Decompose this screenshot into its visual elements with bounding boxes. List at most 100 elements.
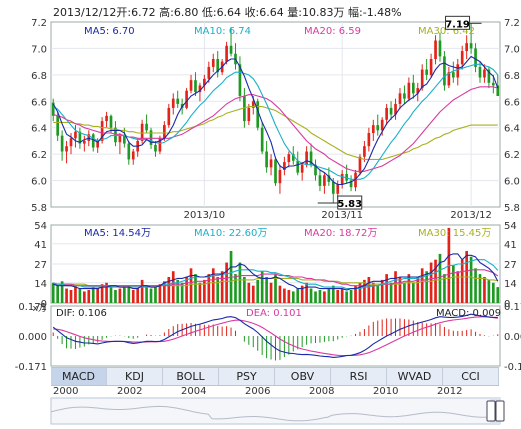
tab-cci[interactable]: CCI xyxy=(443,368,499,385)
range-navigator[interactable] xyxy=(50,397,505,425)
candle-body xyxy=(496,85,500,96)
range-handle-right[interactable] xyxy=(495,400,505,422)
candle-body xyxy=(211,59,215,67)
volume-bar xyxy=(305,282,308,303)
candle-body xyxy=(78,131,82,144)
volume-bar xyxy=(349,290,353,303)
volume-bar xyxy=(274,274,277,303)
volume-bar xyxy=(256,279,260,303)
candle-body xyxy=(87,134,91,141)
macd-y-tick-right: 0.000 xyxy=(504,332,521,343)
price-legend-ma30: MA30: 6.42 xyxy=(418,26,475,37)
candle-body xyxy=(185,90,188,108)
price-y-tick-left: 5.8 xyxy=(31,203,47,214)
candle-body xyxy=(123,135,126,144)
candle-body xyxy=(394,103,397,115)
volume-bar xyxy=(74,285,77,303)
candle-body xyxy=(96,140,100,148)
volume-bar xyxy=(460,259,464,303)
candle-body xyxy=(238,64,242,96)
range-handle-left[interactable] xyxy=(486,400,496,422)
low-value: 6.64 xyxy=(216,6,242,19)
volume-bar xyxy=(296,288,300,303)
candle-body xyxy=(203,78,206,86)
candle-body xyxy=(398,93,402,104)
volume-bar xyxy=(478,274,482,303)
volume-bar xyxy=(167,277,171,303)
candle-body xyxy=(318,175,322,186)
volume-bar xyxy=(394,271,397,303)
tab-kdj[interactable]: KDJ xyxy=(107,368,163,385)
candle-body xyxy=(323,175,326,186)
candle-body xyxy=(189,80,193,91)
candle-body xyxy=(176,98,180,104)
candle-body xyxy=(154,144,157,152)
candle-body xyxy=(367,133,371,147)
volume-bar xyxy=(269,282,273,303)
volume-bar xyxy=(451,265,455,303)
candle-body xyxy=(443,56,446,86)
candle-body xyxy=(278,170,282,184)
range-year-label: 2002 xyxy=(117,386,143,397)
candle-body xyxy=(314,164,317,176)
price-x-tick: 2013/10 xyxy=(184,210,226,221)
candle-body xyxy=(287,154,291,163)
volume-bar xyxy=(123,287,126,303)
price-ma5-line xyxy=(52,55,499,186)
volume-bar xyxy=(491,282,495,303)
candle-body xyxy=(291,154,295,161)
range-area xyxy=(50,397,501,425)
tab-obv[interactable]: OBV xyxy=(275,368,331,385)
candle-body xyxy=(109,115,113,128)
candle-body xyxy=(247,107,251,122)
candle-body xyxy=(385,107,388,120)
candle-body xyxy=(465,43,468,52)
low-marker-box xyxy=(337,195,363,210)
volume-bar xyxy=(327,288,331,303)
high-marker-label: 7.19 xyxy=(445,19,470,30)
candle-body xyxy=(460,51,464,65)
tab-boll[interactable]: BOLL xyxy=(163,368,219,385)
volume-legend-ma10: MA10: 22.60万 xyxy=(194,228,267,239)
volume-bar xyxy=(145,285,148,303)
volume-bar xyxy=(158,284,162,303)
volume-bar xyxy=(380,279,384,303)
volume-ma20-line xyxy=(53,269,499,287)
volume-bar xyxy=(65,288,68,303)
volume-bar xyxy=(483,277,486,303)
quote-header: 2013/12/12开:6.72 高:6.80 低:6.64 收:6.64 量:… xyxy=(53,4,402,20)
low-label: 低: xyxy=(201,6,217,19)
volume-bar xyxy=(109,285,113,303)
volume-y-tick-left: 54 xyxy=(34,221,47,232)
tab-wvad[interactable]: WVAD xyxy=(387,368,443,385)
volume-bar xyxy=(376,285,380,303)
candle-body xyxy=(469,43,473,49)
candle-body xyxy=(487,69,491,83)
tab-psy[interactable]: PSY xyxy=(219,368,275,385)
macd-legend-macd: MACD: 0.009 xyxy=(436,308,501,319)
candle-body xyxy=(207,66,211,79)
volume-bar xyxy=(323,291,326,303)
tab-macd[interactable]: MACD xyxy=(51,368,107,385)
candle-body xyxy=(56,115,60,136)
volume-bar xyxy=(189,268,193,303)
price-y-tick-right: 6.2 xyxy=(504,150,520,161)
volume-bar xyxy=(287,290,291,303)
volume-y-tick-right: 54 xyxy=(504,221,517,232)
candle-body xyxy=(194,80,197,93)
candle-body xyxy=(434,40,437,59)
volume-y-tick-right: 0 xyxy=(504,299,510,310)
volume-bar xyxy=(278,285,282,303)
volume-bar xyxy=(136,288,140,303)
volume-bar xyxy=(207,274,211,303)
volume-bar xyxy=(96,288,100,303)
volume-bar xyxy=(367,277,371,303)
price-y-tick-left: 6.0 xyxy=(31,177,47,188)
tab-rsi[interactable]: RSI xyxy=(331,368,387,385)
candle-body xyxy=(331,181,335,194)
candle-body xyxy=(358,156,362,173)
volume-bar xyxy=(331,285,335,303)
volume-bar xyxy=(283,288,286,303)
volume-bar xyxy=(358,282,362,303)
